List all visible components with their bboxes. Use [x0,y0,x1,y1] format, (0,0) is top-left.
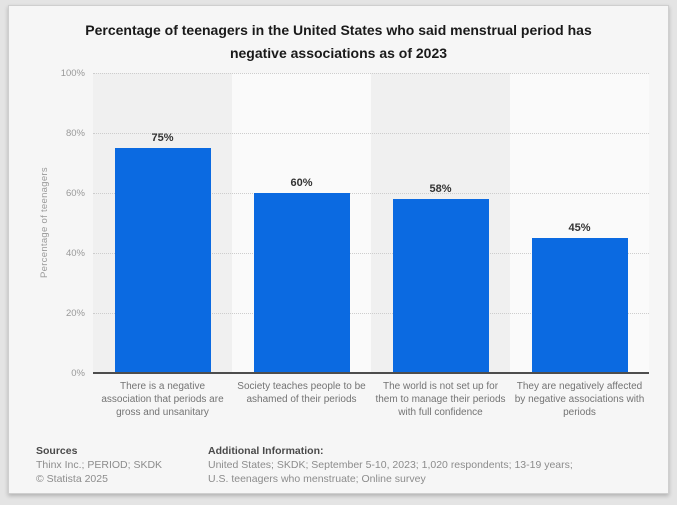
bar-1[interactable] [114,148,211,373]
gridline [93,313,649,314]
gridline [93,253,649,254]
additional-info-block: Additional Information: United States; S… [208,444,590,486]
additional-info-text: United States; SKDK; September 5-10, 202… [208,459,573,485]
sources-heading: Sources [36,445,78,457]
plot-area: 75% 60% 58% 45% [93,73,649,374]
y-tick-label: 20% [65,308,85,319]
bar-value-label: 75% [151,132,174,144]
y-tick-label: 60% [65,188,85,199]
gridline [93,73,649,74]
y-tick-label: 40% [65,248,85,259]
sources-text: Thinx Inc.; PERIOD; SKDK [36,459,163,471]
x-axis-line [93,372,649,374]
y-tick-label: 0% [71,368,85,379]
category-label: They are negatively affected by negative… [514,381,645,418]
category-label: Society teaches people to be ashamed of … [237,381,366,405]
bar-3[interactable] [392,199,489,373]
y-axis-title: Percentage of teenagers [39,167,50,279]
y-tick-label: 100% [60,68,85,79]
category-label: The world is not set up for them to mana… [375,381,506,418]
bar-value-label: 58% [429,183,452,195]
additional-info-heading: Additional Information: [208,445,324,457]
statista-copyright: © Statista 2025 [36,473,108,485]
bar-2[interactable] [253,193,350,373]
statistic-card: Percentage of teenagers in the United St… [8,5,669,494]
gridline [93,193,649,194]
bar-value-label: 60% [290,177,313,189]
chart-title: Percentage of teenagers in the United St… [85,22,592,61]
y-tick-label: 80% [65,128,85,139]
category-label: There is a negative association that per… [101,381,224,418]
sources-block: Sources Thinx Inc.; PERIOD; SKDK © Stati… [36,444,196,486]
bar-value-label: 45% [568,222,591,234]
bar-4[interactable] [531,238,628,373]
gridline [93,133,649,134]
